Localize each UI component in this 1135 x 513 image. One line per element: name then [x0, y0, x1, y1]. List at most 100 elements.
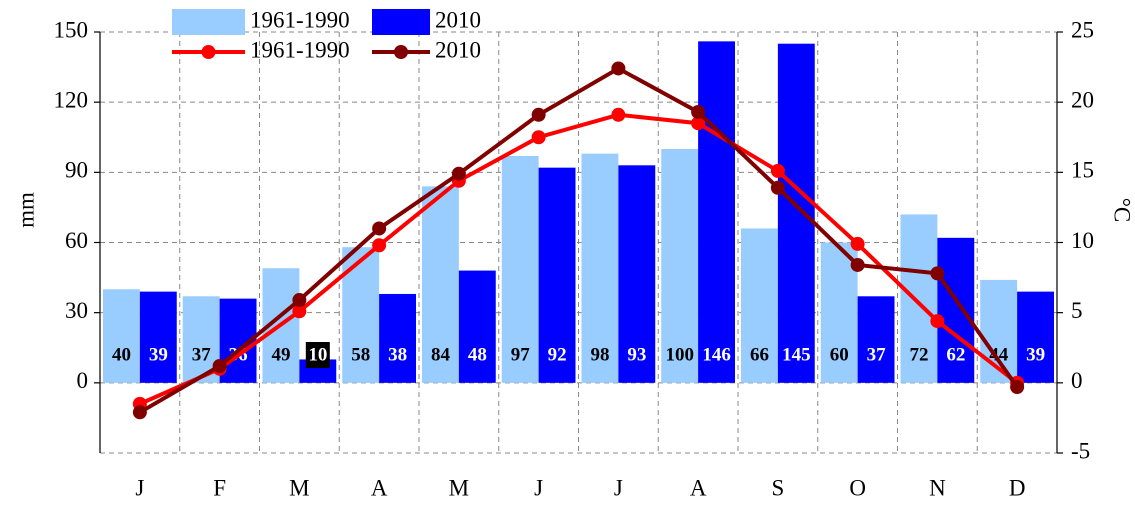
- bar: [857, 296, 895, 383]
- bar: [980, 279, 1018, 383]
- y2-tick-label: 10: [1071, 228, 1094, 253]
- bar: [900, 214, 938, 383]
- bar: [422, 186, 459, 383]
- data-label: 48: [468, 344, 487, 365]
- marker: [691, 104, 706, 119]
- data-label: 84: [431, 344, 451, 365]
- data-label: 62: [946, 344, 965, 365]
- x-tick-label: J: [534, 475, 543, 500]
- bar: [458, 270, 496, 383]
- y2-tick-label: 20: [1071, 87, 1094, 112]
- data-label: 39: [1026, 344, 1045, 365]
- y-tick-label: 150: [54, 17, 89, 42]
- bar: [103, 289, 140, 383]
- data-label: 97: [511, 344, 531, 365]
- y-tick-label: 30: [65, 298, 88, 323]
- data-label: 40: [112, 344, 131, 365]
- x-tick-label: O: [849, 475, 866, 500]
- bar: [139, 291, 177, 383]
- data-label: 37: [867, 344, 887, 365]
- marker: [850, 236, 865, 251]
- bar: [661, 148, 699, 383]
- x-tick-label: F: [213, 475, 226, 500]
- y2-tick-label: 5: [1071, 298, 1083, 323]
- data-label: 60: [830, 344, 849, 365]
- marker: [372, 238, 387, 253]
- y-tick-label: 120: [54, 87, 89, 112]
- bar: [581, 153, 619, 383]
- bar: [501, 155, 539, 383]
- legend-marker: [394, 45, 408, 59]
- marker: [691, 116, 706, 131]
- x-tick-label: D: [1009, 475, 1026, 500]
- marker: [770, 180, 785, 195]
- legend-label: 1961-1990: [250, 7, 350, 32]
- data-label: 10: [308, 344, 327, 365]
- legend-label: 2010: [435, 7, 481, 32]
- legend-label: 2010: [435, 37, 481, 62]
- data-label: 37: [192, 344, 212, 365]
- marker: [292, 304, 307, 319]
- data-label: 72: [909, 344, 928, 365]
- marker: [611, 107, 626, 122]
- data-label: 98: [590, 344, 609, 365]
- x-tick-label: M: [449, 475, 469, 500]
- marker: [531, 130, 546, 145]
- y2-axis-label: °C: [1110, 198, 1135, 223]
- marker: [930, 266, 945, 281]
- legend-swatch: [172, 9, 245, 35]
- bar: [618, 165, 656, 383]
- y-tick-label: 0: [77, 368, 89, 393]
- marker: [372, 221, 387, 236]
- data-label: 100: [665, 344, 694, 365]
- y2-tick-label: 0: [1071, 368, 1083, 393]
- y2-tick-label: 25: [1071, 17, 1094, 42]
- line: [139, 112, 1019, 406]
- marker: [212, 358, 227, 373]
- data-label: 93: [627, 344, 646, 365]
- data-label: 44: [989, 344, 1009, 365]
- data-label: 38: [388, 344, 407, 365]
- data-label: 146: [702, 344, 731, 365]
- bar: [741, 228, 778, 383]
- marker: [531, 107, 546, 122]
- bar: [937, 237, 975, 383]
- data-label: 92: [548, 344, 567, 365]
- line: [138, 66, 1019, 415]
- marker: [1010, 380, 1025, 395]
- marker: [850, 257, 865, 272]
- marker: [132, 405, 147, 420]
- label-box: [305, 342, 330, 368]
- bar: [379, 293, 416, 383]
- x-tick-label: M: [289, 475, 309, 500]
- x-tick-label: S: [771, 475, 784, 500]
- data-label: 39: [149, 344, 168, 365]
- x-tick-label: A: [371, 475, 388, 500]
- data-label: 58: [351, 344, 370, 365]
- legend-swatch: [372, 9, 430, 35]
- bar: [1017, 291, 1054, 383]
- legend-label: 1961-1990: [250, 37, 350, 62]
- data-label: 49: [271, 344, 290, 365]
- bar: [538, 167, 576, 383]
- marker: [451, 166, 466, 181]
- y-tick-label: 90: [65, 158, 88, 183]
- x-tick-label: J: [135, 475, 144, 500]
- x-tick-label: J: [614, 475, 623, 500]
- legend-marker: [201, 45, 216, 59]
- y2-tick-label: -5: [1071, 438, 1090, 463]
- bar: [777, 43, 815, 383]
- y-tick-label: 60: [65, 228, 88, 253]
- marker: [292, 293, 307, 308]
- bar: [698, 41, 735, 383]
- x-tick-label: A: [690, 475, 707, 500]
- x-tick-label: N: [929, 475, 946, 500]
- y-axis-label: mm: [13, 192, 38, 228]
- data-label: 145: [782, 344, 811, 365]
- marker: [770, 163, 785, 178]
- marker: [611, 61, 626, 76]
- data-label: 66: [750, 344, 769, 365]
- marker: [930, 314, 945, 329]
- y2-tick-label: 15: [1071, 158, 1094, 183]
